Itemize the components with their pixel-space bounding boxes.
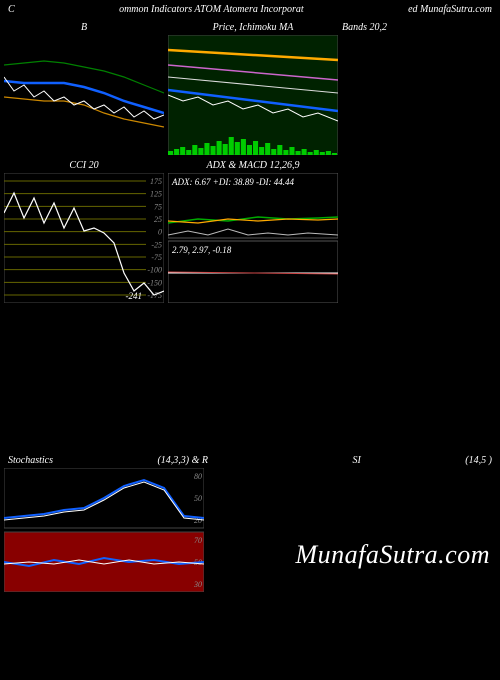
svg-text:-75: -75 — [151, 253, 162, 262]
adx-macd-title: ADX & MACD 12,26,9 — [168, 159, 338, 173]
chart-bbands — [4, 35, 164, 155]
bands202-title: Bands 20,2 — [342, 21, 387, 35]
svg-text:ADX: 6.67 +DI: 38.89 -DI: 44.4: ADX: 6.67 +DI: 38.89 -DI: 44.44 — [171, 177, 295, 187]
svg-text:-241: -241 — [126, 291, 143, 301]
cci-title: CCI 20 — [4, 159, 164, 173]
panel-bands202: Bands 20,2 — [342, 21, 387, 155]
stoch-title-right: (14,3,3) & R — [157, 455, 208, 466]
svg-text:75: 75 — [154, 202, 162, 211]
row-3: 805020705030 — [0, 466, 500, 594]
header-left: C — [8, 4, 15, 15]
svg-text:50: 50 — [194, 494, 202, 503]
svg-text:175: 175 — [150, 177, 162, 186]
row-1: B Price, Ichimoku MA Bands 20,2 — [0, 19, 500, 157]
stoch-header: Stochastics (14,3,3) & R SI (14,5 ) — [0, 455, 500, 466]
chart-price-ma — [168, 35, 338, 155]
row-2: CCI 20 17512575250-25-75-100-150-175-241… — [0, 157, 500, 305]
panel-stoch: 805020705030 — [4, 468, 204, 592]
stoch-title-left: Stochastics — [8, 455, 53, 466]
bbands-title: B — [4, 21, 164, 35]
chart-stoch: 805020705030 — [4, 468, 204, 592]
price-ma-title: Price, Ichimoku MA — [168, 21, 338, 35]
svg-text:80: 80 — [194, 472, 202, 481]
svg-text:30: 30 — [193, 580, 202, 589]
rsi-title-right: (14,5 ) — [465, 455, 492, 466]
panel-cci: CCI 20 17512575250-25-75-100-150-175-241 — [4, 159, 164, 303]
chart-adx-macd: ADX: 6.67 +DI: 38.89 -DI: 44.44 2.79, 2.9… — [168, 173, 338, 303]
svg-text:-25: -25 — [151, 240, 162, 249]
svg-text:-150: -150 — [147, 278, 162, 287]
chart-cci: 17512575250-25-75-100-150-175-241 — [4, 173, 164, 303]
page-header: C ommon Indicators ATOM Atomera Incorpor… — [0, 0, 500, 19]
panel-bbands: B — [4, 21, 164, 155]
svg-text:-100: -100 — [147, 266, 162, 275]
svg-text:2.79, 2.97, -0.18: 2.79, 2.97, -0.18 — [172, 245, 232, 255]
svg-text:70: 70 — [194, 536, 202, 545]
svg-text:25: 25 — [154, 215, 162, 224]
rsi-title-left: SI — [352, 455, 360, 466]
header-right: ed MunafaSutra.com — [408, 4, 492, 15]
header-center: ommon Indicators ATOM Atomera Incorporat — [119, 4, 304, 15]
svg-text:125: 125 — [150, 190, 162, 199]
panel-adx-macd: ADX & MACD 12,26,9 ADX: 6.67 +DI: 38.89 … — [168, 159, 338, 303]
panel-price-ma: Price, Ichimoku MA — [168, 21, 338, 155]
svg-text:0: 0 — [158, 228, 162, 237]
spacer — [0, 305, 500, 455]
